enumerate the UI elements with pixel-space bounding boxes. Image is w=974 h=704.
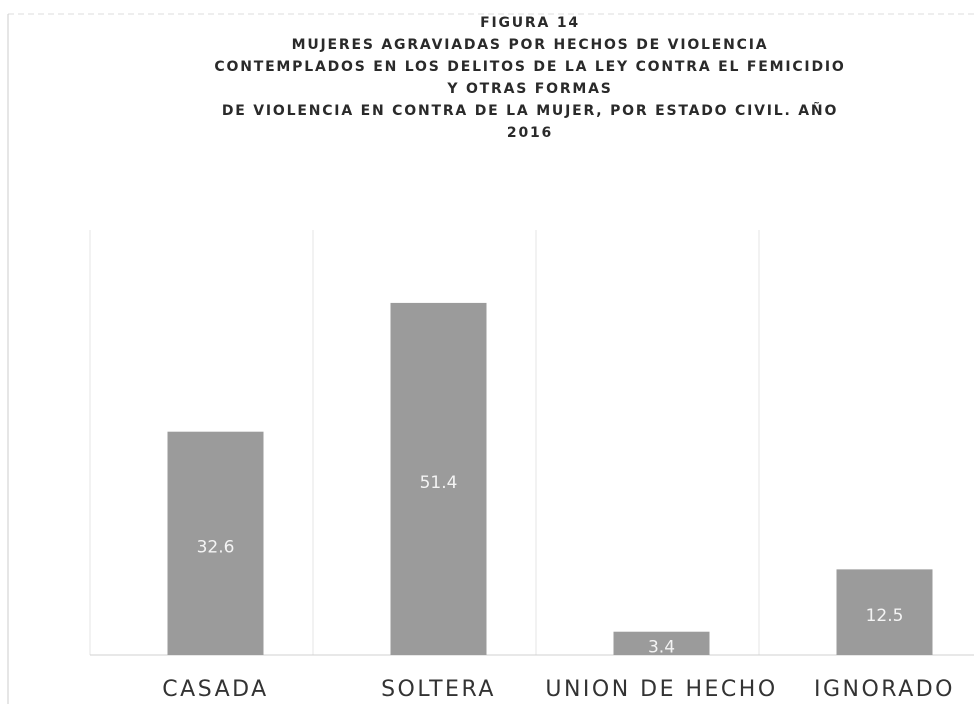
chart-title: MUJERES AGRAVIADAS POR HECHOS DE VIOLENC… xyxy=(292,37,769,53)
data-label: 3.4 xyxy=(648,637,675,657)
x-tick-label: IGNORADO xyxy=(814,677,955,702)
bar xyxy=(613,631,710,655)
bar xyxy=(390,302,487,655)
data-label: 12.5 xyxy=(866,606,904,626)
data-label: 32.6 xyxy=(197,537,235,557)
chart-title: FIGURA 14 xyxy=(480,15,580,31)
data-label: 51.4 xyxy=(420,473,458,493)
bar xyxy=(836,569,933,655)
chart-title: DE VIOLENCIA EN CONTRA DE LA MUJER, POR … xyxy=(222,102,838,119)
chart-title: 2016 xyxy=(507,125,553,141)
x-tick-label: CASADA xyxy=(162,677,268,702)
bar xyxy=(167,431,264,655)
x-tick-label: SOLTERA xyxy=(381,677,496,702)
chart-title: CONTEMPLADOS EN LOS DELITOS DE LA LEY CO… xyxy=(214,59,845,75)
chart-title: Y OTRAS FORMAS xyxy=(446,81,612,97)
x-tick-label: UNION DE HECHO xyxy=(545,677,777,702)
